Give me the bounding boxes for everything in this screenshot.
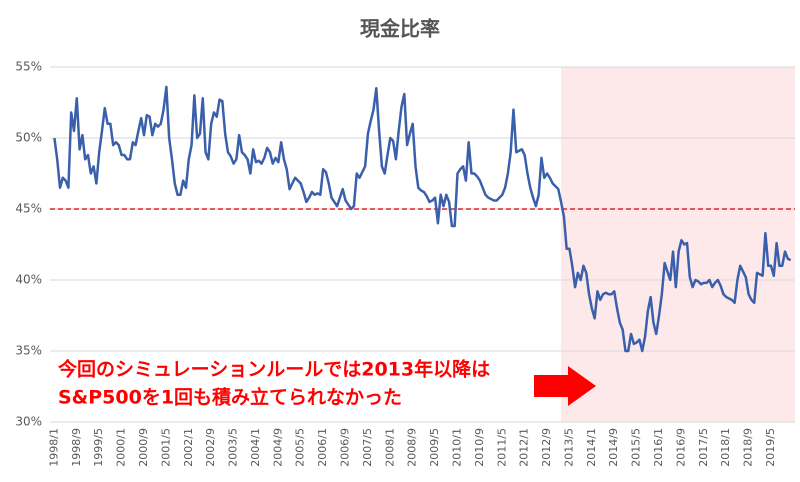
x-tick-label: 2003/5	[227, 428, 240, 467]
data-line	[53, 85, 792, 353]
x-tick-label: 2019/5	[764, 428, 777, 467]
x-tick-label: 2007/5	[361, 428, 374, 467]
x-tick-label: 2006/1	[316, 428, 329, 467]
x-tick-label: 2004/1	[249, 428, 262, 467]
x-tick-label: 2015/5	[630, 428, 643, 467]
y-tick-label: 50%	[15, 131, 42, 145]
y-tick-label: 45%	[15, 202, 42, 216]
x-tick-label: 2018/9	[742, 428, 755, 467]
x-tick-label: 2009/5	[428, 428, 441, 467]
x-tick-label: 2004/9	[271, 428, 284, 467]
x-tick-label: 2010/1	[450, 428, 463, 467]
x-tick-label: 2016/9	[674, 428, 687, 467]
x-tick-label: 2017/5	[697, 428, 710, 467]
x-tick-label: 2000/9	[137, 428, 150, 467]
x-tick-label: 2008/1	[383, 428, 396, 467]
x-tick-label: 1999/5	[92, 428, 105, 467]
y-tick-label: 30%	[15, 415, 42, 429]
x-tick-label: 2008/9	[406, 428, 419, 467]
x-tick-label: 2018/1	[719, 428, 732, 467]
x-tick-label: 2002/1	[182, 428, 195, 467]
x-tick-label: 2013/5	[562, 428, 575, 467]
x-tick-label: 2012/9	[540, 428, 553, 467]
x-tick-label: 2001/5	[159, 428, 172, 467]
arrow	[534, 366, 596, 406]
x-tick-label: 2006/9	[339, 428, 352, 467]
x-tick-label: 1998/9	[70, 428, 83, 467]
x-tick-label: 2014/1	[585, 428, 598, 467]
highlight-region	[561, 67, 795, 422]
annotation: 今回のシミュレーションルールでは2013年以降は	[57, 358, 490, 381]
y-tick-label: 40%	[15, 273, 42, 287]
x-tick-label: 2002/9	[204, 428, 217, 467]
x-tick-label: 2014/9	[607, 428, 620, 467]
x-tick-label: 2012/1	[518, 428, 531, 467]
chart-title: 現金比率	[360, 17, 440, 41]
annotation: S&P500を1回も積み立てられなかった	[58, 386, 402, 409]
x-tick-label: 2005/5	[294, 428, 307, 467]
x-tick-label: 1998/1	[47, 428, 60, 467]
x-tick-label: 2000/1	[115, 428, 128, 467]
x-tick-label: 2011/5	[495, 428, 508, 467]
y-tick-label: 35%	[15, 344, 42, 358]
y-tick-label: 55%	[15, 60, 42, 74]
x-tick-label: 2010/9	[473, 428, 486, 467]
x-tick-label: 2016/1	[652, 428, 665, 467]
